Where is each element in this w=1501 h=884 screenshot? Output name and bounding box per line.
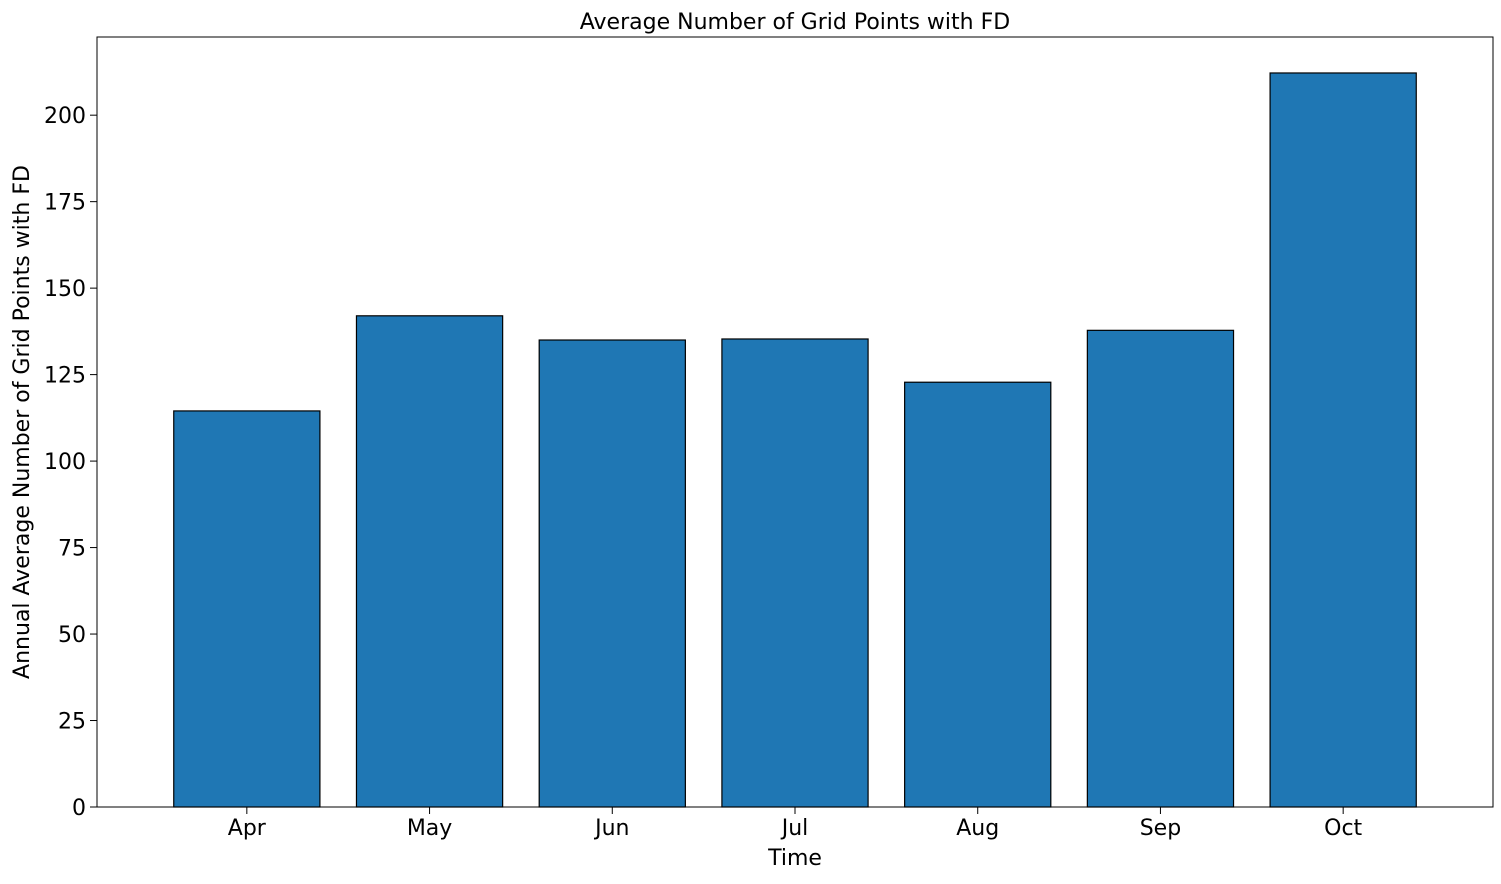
y-tick-label: 75 bbox=[58, 537, 86, 562]
bar-jun bbox=[538, 339, 686, 808]
y-tick-label: 200 bbox=[44, 104, 86, 129]
bar-apr bbox=[173, 410, 321, 808]
y-axis-label: Annual Average Number of Grid Points wit… bbox=[10, 165, 35, 679]
bar-sep bbox=[1086, 329, 1235, 808]
y-tick-label: 25 bbox=[58, 710, 86, 735]
x-tick-label-may: May bbox=[407, 816, 452, 841]
y-tick-label: 50 bbox=[58, 623, 86, 648]
y-tick-label: 125 bbox=[44, 364, 86, 389]
y-tick-label: 175 bbox=[44, 191, 86, 216]
x-tick-label-jul: Jul bbox=[780, 816, 809, 841]
x-tick-label-oct: Oct bbox=[1324, 816, 1362, 841]
y-tick-label: 0 bbox=[72, 796, 86, 821]
plot-frame bbox=[96, 36, 1494, 808]
x-tick-label-aug: Aug bbox=[956, 816, 999, 841]
y-axis-ticks: 0 25 50 75 100 125 150 175 200 bbox=[44, 104, 97, 821]
y-tick-label: 100 bbox=[44, 450, 86, 475]
x-axis-ticks: Apr May Jun Jul Aug Sep Oct bbox=[228, 807, 1363, 841]
bar-may bbox=[355, 315, 504, 808]
x-tick-label-jun: Jun bbox=[593, 816, 629, 841]
y-tick-label: 150 bbox=[44, 277, 86, 302]
x-tick-label-apr: Apr bbox=[228, 816, 267, 841]
x-tick-label-sep: Sep bbox=[1140, 816, 1181, 841]
bar-aug bbox=[904, 381, 1052, 808]
bar-jul bbox=[721, 338, 869, 808]
chart-title: Average Number of Grid Points with FD bbox=[580, 10, 1010, 35]
x-axis-label: Time bbox=[767, 846, 822, 871]
bar-oct bbox=[1269, 72, 1417, 808]
bars bbox=[173, 72, 1417, 808]
